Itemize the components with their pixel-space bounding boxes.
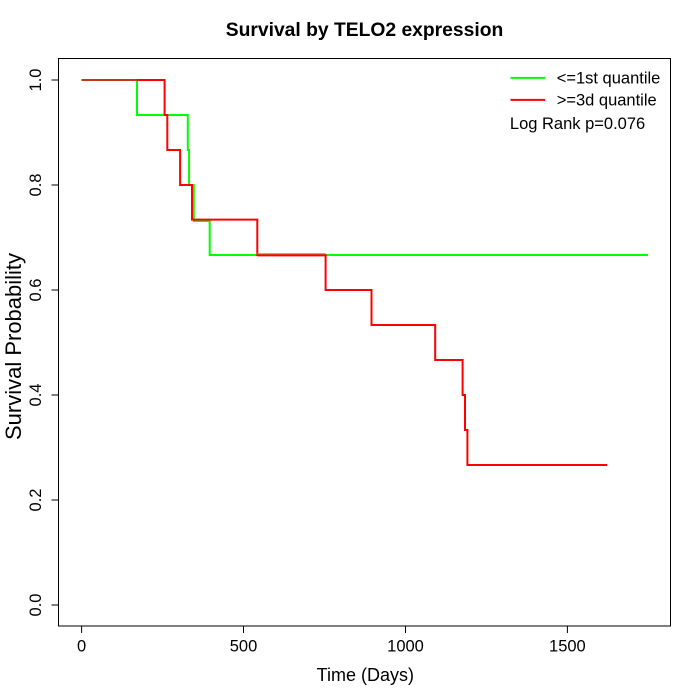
svg-text:Time (Days): Time (Days) [317, 665, 414, 685]
svg-text:500: 500 [230, 638, 258, 656]
svg-text:Log Rank p=0.076: Log Rank p=0.076 [510, 115, 645, 133]
svg-text:1000: 1000 [387, 638, 424, 656]
svg-text:0: 0 [77, 638, 86, 656]
svg-text:0.2: 0.2 [27, 489, 45, 512]
svg-text:0.0: 0.0 [27, 594, 45, 617]
svg-text:Survival Probability: Survival Probability [1, 253, 26, 440]
svg-text:<=1st quantile: <=1st quantile [557, 70, 661, 88]
svg-text:1500: 1500 [549, 638, 586, 656]
svg-text:0.6: 0.6 [27, 279, 45, 302]
svg-text:0.8: 0.8 [27, 174, 45, 197]
svg-text:1.0: 1.0 [27, 69, 45, 92]
svg-text:>=3d quantile: >=3d quantile [557, 92, 657, 110]
svg-text:0.4: 0.4 [27, 384, 45, 407]
svg-text:Survival by TELO2 expression: Survival by TELO2 expression [226, 20, 504, 41]
